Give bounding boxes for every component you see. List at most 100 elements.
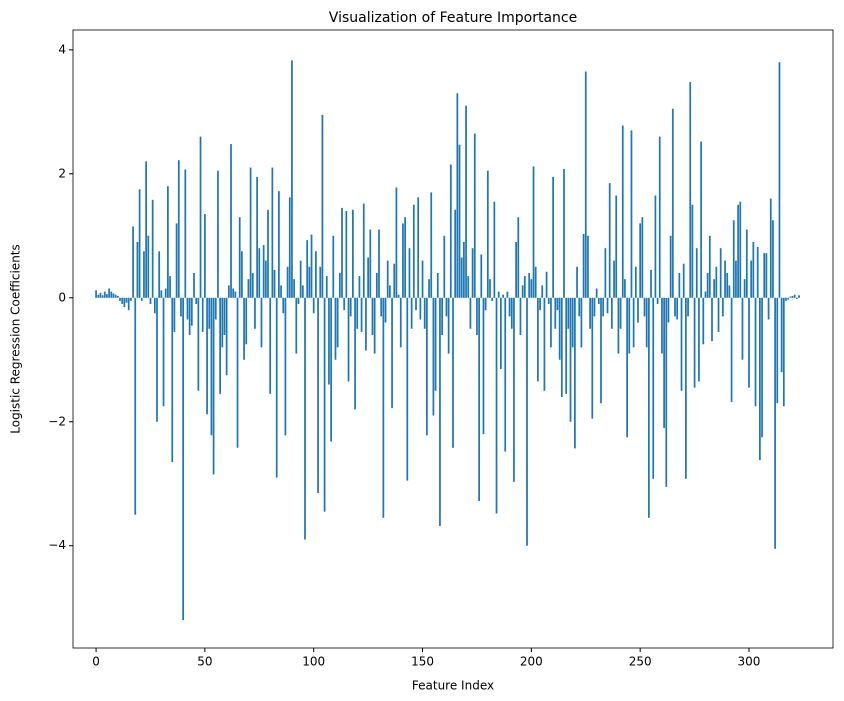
x-tick-label: 300 xyxy=(738,655,761,669)
bar xyxy=(676,297,679,320)
bar xyxy=(502,294,504,298)
bar xyxy=(602,297,605,317)
bar xyxy=(552,176,554,298)
bar xyxy=(167,186,169,298)
bar xyxy=(652,297,655,479)
bar xyxy=(458,144,461,298)
bar xyxy=(188,297,191,335)
bar xyxy=(578,297,581,317)
bar xyxy=(454,209,457,298)
bar xyxy=(722,297,724,317)
bar xyxy=(269,297,272,394)
bar xyxy=(332,235,335,298)
bar xyxy=(563,168,565,298)
bar xyxy=(534,266,537,298)
bar xyxy=(489,279,491,298)
bar xyxy=(256,176,258,298)
bar xyxy=(497,291,500,298)
bar xyxy=(796,297,798,300)
bar xyxy=(704,291,707,298)
bar xyxy=(151,199,154,298)
bar xyxy=(708,235,711,298)
bar xyxy=(726,272,729,298)
bar xyxy=(426,297,428,436)
bar xyxy=(678,272,681,298)
bar xyxy=(719,248,722,298)
bar xyxy=(169,276,171,298)
bar xyxy=(206,297,208,415)
bar xyxy=(423,297,426,329)
bar xyxy=(360,297,363,332)
bar xyxy=(106,294,108,298)
bar xyxy=(478,297,480,502)
bar xyxy=(347,297,350,382)
bar xyxy=(756,246,759,298)
bar xyxy=(308,266,311,298)
bar xyxy=(395,187,398,298)
bar xyxy=(615,195,618,298)
bar xyxy=(702,297,705,345)
bar xyxy=(574,297,576,449)
bar xyxy=(452,297,454,448)
bar xyxy=(336,297,339,348)
bar xyxy=(182,297,184,621)
bar xyxy=(197,297,200,391)
bar xyxy=(415,297,417,311)
bar xyxy=(286,266,289,298)
bar xyxy=(591,297,594,419)
bar xyxy=(293,279,295,298)
bar xyxy=(641,217,644,298)
bar xyxy=(221,297,224,348)
bar xyxy=(358,276,361,298)
bar xyxy=(558,297,561,360)
bar xyxy=(249,167,252,298)
bar xyxy=(291,60,293,298)
bar xyxy=(315,251,317,298)
x-tick-label: 0 xyxy=(92,655,100,669)
bar xyxy=(245,297,248,345)
bar xyxy=(108,288,110,298)
bar xyxy=(349,297,352,317)
bar xyxy=(717,297,720,332)
bar xyxy=(210,297,213,436)
plot-frame xyxy=(72,29,834,649)
bar xyxy=(136,241,139,298)
bar xyxy=(484,297,487,311)
bar xyxy=(354,297,356,410)
x-tick-label: 50 xyxy=(197,655,212,669)
bar xyxy=(774,297,776,549)
bar xyxy=(345,210,348,298)
bar xyxy=(275,297,278,478)
bar xyxy=(661,297,663,354)
bar xyxy=(130,297,132,301)
bar xyxy=(737,204,739,298)
bar xyxy=(486,170,489,298)
bar xyxy=(343,297,346,311)
bar xyxy=(352,209,354,298)
bar xyxy=(728,285,731,298)
bar xyxy=(321,114,324,298)
bar xyxy=(330,297,332,442)
bar xyxy=(267,209,269,298)
bar xyxy=(554,297,557,329)
bar xyxy=(476,297,478,335)
bar xyxy=(140,297,143,301)
x-tick-label: 100 xyxy=(302,655,325,669)
plot-area xyxy=(95,60,800,621)
bar xyxy=(180,297,182,317)
bar xyxy=(669,235,672,298)
bar xyxy=(580,297,583,348)
bar xyxy=(439,297,441,526)
bar xyxy=(467,276,470,298)
bar xyxy=(687,297,689,317)
bar xyxy=(149,297,152,304)
bar xyxy=(238,217,241,298)
bar xyxy=(225,297,228,376)
bar xyxy=(560,297,563,397)
bar xyxy=(447,297,450,354)
bar xyxy=(125,297,128,303)
bar xyxy=(508,297,511,317)
bar xyxy=(739,201,742,298)
bar xyxy=(282,297,285,314)
bar xyxy=(793,294,796,298)
